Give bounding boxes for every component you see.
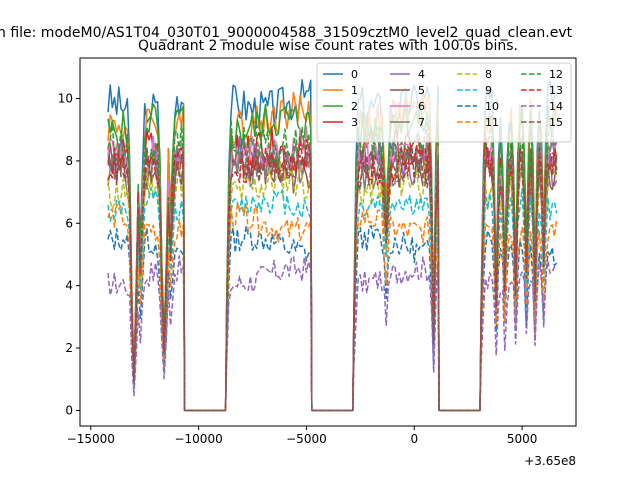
- legend-label-3: 3: [351, 116, 358, 129]
- y-tick-label: 0: [65, 403, 73, 417]
- legend-label-9: 9: [485, 84, 492, 97]
- x-tick-label: −5000: [286, 432, 327, 446]
- legend-label-11: 11: [485, 116, 499, 129]
- x-tick-label: 5000: [507, 432, 538, 446]
- y-tick-label: 8: [65, 154, 73, 168]
- legend-label-10: 10: [485, 100, 499, 113]
- legend-box: [316, 62, 572, 143]
- y-axis: 0 2 4 6 8 10: [58, 92, 80, 417]
- y-tick-label: 6: [65, 216, 73, 230]
- legend-label-12: 12: [549, 68, 563, 81]
- x-offset-label: +3.65e8: [524, 454, 576, 468]
- legend-label-6: 6: [418, 100, 425, 113]
- suptitle: n file: modeM0/AS1T04_030T01_9000004588_…: [0, 25, 573, 41]
- y-tick-label: 2: [65, 341, 73, 355]
- legend-label-7: 7: [418, 116, 425, 129]
- legend-label-0: 0: [351, 68, 358, 81]
- y-tick-label: 4: [65, 279, 73, 293]
- legend-label-13: 13: [549, 84, 563, 97]
- x-tick-label: −15000: [67, 432, 115, 446]
- chart-title: Quadrant 2 module wise count rates with …: [138, 38, 518, 54]
- x-tick-label: 0: [410, 432, 418, 446]
- legend-label-5: 5: [418, 84, 425, 97]
- legend-label-14: 14: [549, 100, 563, 113]
- x-axis: −15000 −10000 −5000 0 5000: [67, 426, 538, 446]
- legend-label-2: 2: [351, 100, 358, 113]
- y-tick-label: 10: [58, 92, 73, 106]
- legend-label-4: 4: [418, 68, 425, 81]
- legend-label-8: 8: [485, 68, 492, 81]
- legend-label-15: 15: [549, 116, 563, 129]
- plot-frame: [79, 57, 577, 427]
- legend-label-1: 1: [351, 84, 358, 97]
- x-tick-label: −10000: [174, 432, 222, 446]
- series-line-15: [107, 144, 558, 412]
